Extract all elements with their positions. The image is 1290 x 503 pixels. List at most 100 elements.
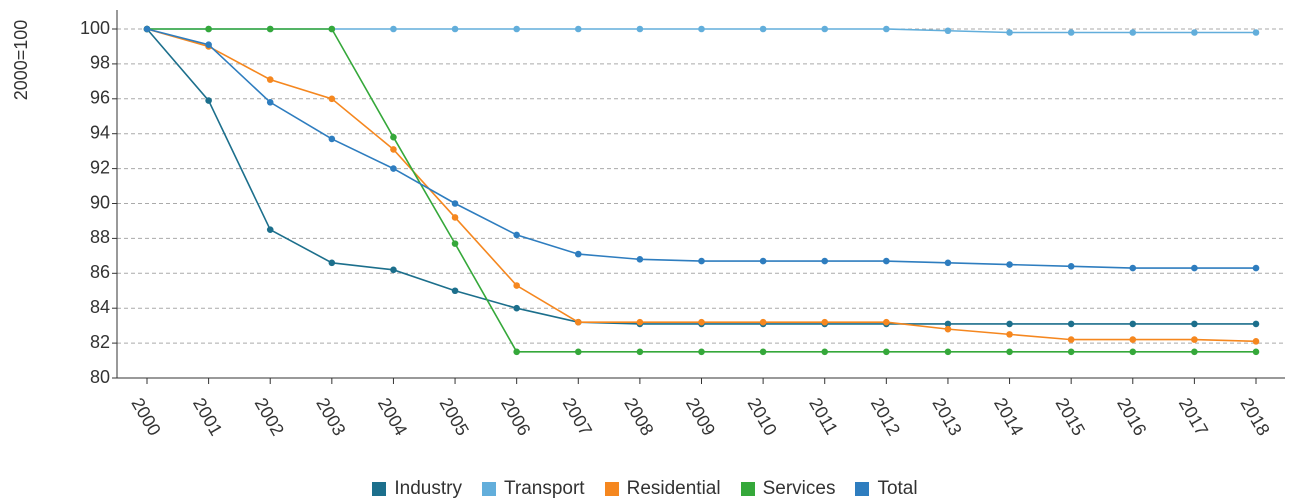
- data-point: [451, 214, 459, 221]
- data-point: [698, 25, 705, 33]
- data-point: [698, 318, 705, 326]
- x-tick-label: 2006: [497, 394, 534, 439]
- data-point: [1067, 263, 1075, 270]
- legend-swatch: [740, 482, 755, 496]
- y-tick-label: 82: [90, 332, 110, 352]
- x-tick-label: 2013: [928, 394, 965, 439]
- x-tick-label: 2003: [312, 394, 349, 439]
- data-point: [944, 348, 952, 356]
- data-point: [1252, 264, 1260, 272]
- data-point: [698, 348, 705, 356]
- legend-label: Total: [877, 478, 918, 499]
- data-point: [451, 287, 459, 295]
- y-tick-label: 98: [90, 53, 110, 73]
- x-tick-label: 2002: [251, 394, 288, 439]
- data-point: [328, 25, 336, 33]
- data-point: [821, 25, 829, 33]
- data-point: [205, 25, 212, 33]
- data-point: [944, 27, 952, 35]
- data-point: [636, 25, 644, 33]
- x-tick-label: 2015: [1052, 394, 1089, 439]
- data-point: [1252, 348, 1260, 356]
- data-point: [451, 25, 459, 33]
- x-tick-label: 2004: [374, 394, 411, 439]
- data-point: [1067, 348, 1075, 356]
- data-point: [574, 318, 582, 326]
- data-point: [1067, 336, 1075, 343]
- data-point: [328, 259, 336, 267]
- x-tick-label: 2010: [744, 394, 781, 439]
- data-point: [328, 135, 336, 143]
- data-point: [1006, 320, 1013, 328]
- data-point: [574, 250, 582, 258]
- data-point: [759, 25, 767, 33]
- x-tick-label: 2000: [127, 394, 164, 439]
- data-point: [451, 240, 459, 247]
- y-axis-label: 2000=100: [11, 20, 31, 101]
- data-point: [390, 25, 397, 33]
- data-point: [1067, 320, 1075, 328]
- data-point: [513, 282, 520, 289]
- y-tick-label: 88: [90, 227, 110, 247]
- x-tick-label: 2016: [1113, 394, 1150, 439]
- data-point: [205, 41, 212, 49]
- y-tick-label: 90: [90, 192, 110, 212]
- data-point: [328, 95, 336, 103]
- data-point: [390, 165, 397, 172]
- data-point: [636, 348, 644, 356]
- x-tick-label: 2017: [1175, 394, 1212, 439]
- data-point: [944, 325, 952, 333]
- legend-label: Transport: [503, 478, 585, 499]
- data-point: [759, 348, 767, 356]
- legend-item: Residential: [604, 478, 721, 500]
- data-point: [574, 348, 582, 356]
- y-tick-label: 80: [90, 367, 110, 387]
- data-point: [1191, 336, 1198, 343]
- y-tick-label: 86: [90, 262, 110, 282]
- series-line: [146, 28, 1256, 269]
- x-tick-label: 2007: [559, 394, 596, 439]
- data-point: [759, 257, 767, 265]
- data-point: [1191, 320, 1198, 328]
- data-point: [698, 257, 705, 265]
- x-tick-label: 2018: [1236, 394, 1273, 439]
- data-point: [266, 76, 274, 83]
- data-point: [1252, 29, 1260, 36]
- series-line: [147, 28, 1256, 353]
- data-point: [883, 348, 890, 356]
- x-tick-label: 2005: [435, 394, 472, 439]
- data-point: [944, 320, 952, 328]
- data-point: [1252, 338, 1260, 345]
- chart: 2000=100 80 82 84 86 88 90 92 94 96 98 100 2000 2001…: [11, 10, 1285, 439]
- legend-swatch: [481, 482, 496, 496]
- data-point: [1191, 29, 1198, 36]
- data-point: [1129, 348, 1137, 356]
- data-point: [1129, 264, 1137, 272]
- legend-swatch: [372, 482, 387, 496]
- data-point: [266, 226, 274, 233]
- data-point: [390, 146, 397, 153]
- data-point: [1067, 29, 1075, 36]
- data-point: [451, 200, 459, 207]
- legend-item: Services: [740, 478, 835, 500]
- legend-label: Industry: [394, 478, 462, 499]
- data-point: [944, 259, 952, 267]
- y-tick-label: 84: [90, 297, 110, 317]
- x-tick-label: 2014: [990, 394, 1027, 439]
- y-tick-label: 92: [90, 157, 110, 177]
- x-tick-label: 2012: [867, 394, 904, 439]
- legend-item: Industry: [372, 478, 462, 500]
- legend-item: Total: [855, 478, 918, 500]
- x-tick-label: 2011: [805, 394, 842, 438]
- data-point: [513, 348, 520, 356]
- legend: Industry Transport Residential Services Tota…: [0, 478, 1290, 500]
- data-point: [821, 348, 829, 356]
- data-point: [821, 257, 829, 265]
- data-point: [266, 98, 274, 106]
- x-tick-label: 2009: [682, 394, 719, 439]
- data-point: [1129, 29, 1137, 36]
- data-point: [1129, 336, 1137, 343]
- data-point: [513, 231, 520, 239]
- data-point: [1252, 320, 1260, 328]
